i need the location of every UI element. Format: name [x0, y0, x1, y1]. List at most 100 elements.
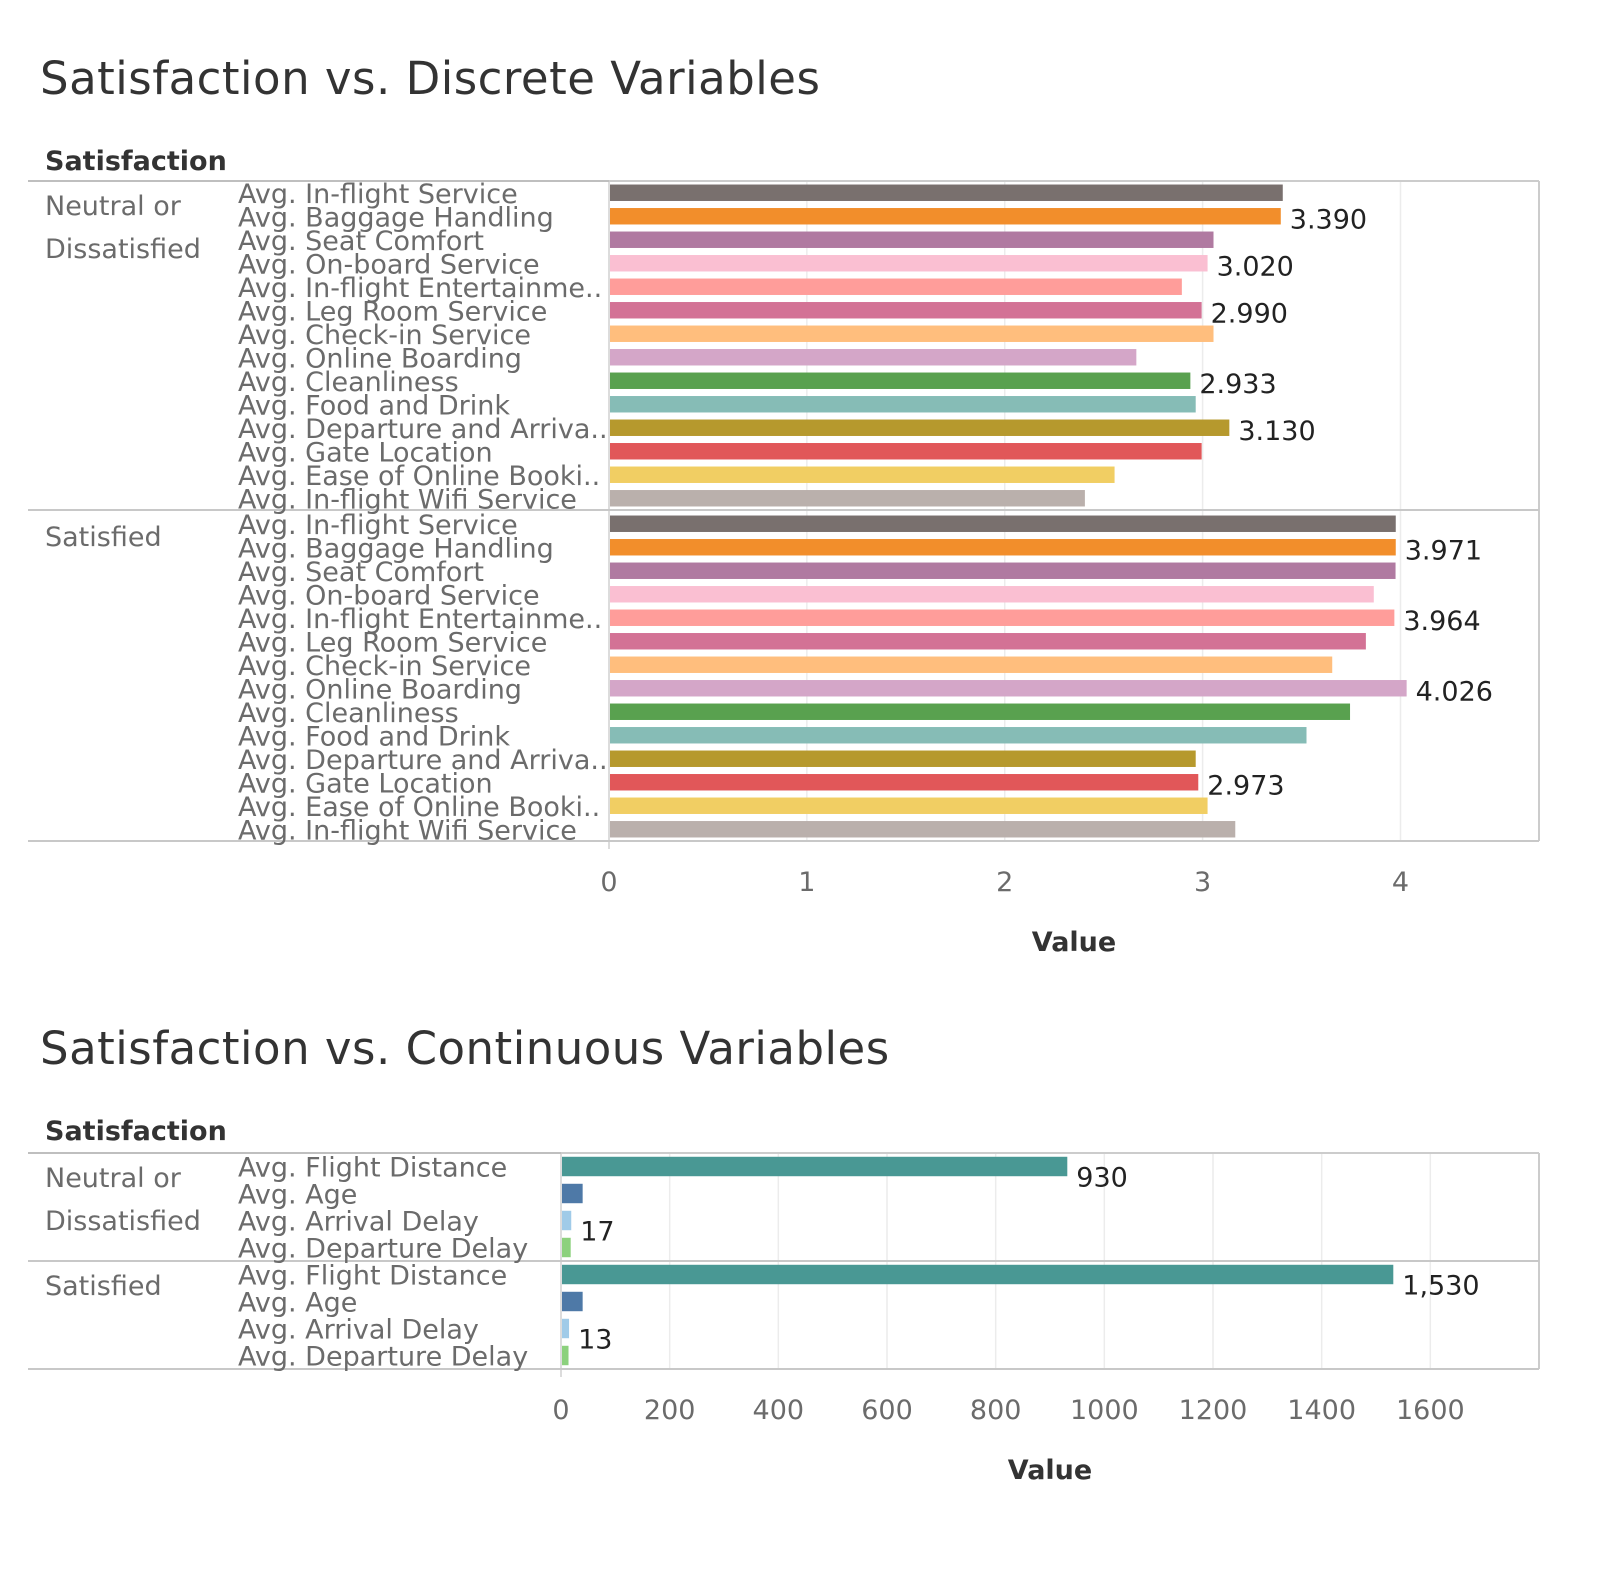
data-label: 3.971 — [1405, 535, 1482, 566]
category-label: Avg. Age — [238, 1180, 357, 1211]
category-label: Avg. On-board Service — [238, 580, 540, 611]
chart-2-title: Satisfaction vs. Continuous Variables — [40, 1022, 890, 1075]
category-label: Avg. Ease of Online Booki.. — [238, 461, 600, 492]
bar — [562, 1183, 583, 1204]
data-label: 4.026 — [1416, 676, 1493, 707]
category-label: Avg. Online Boarding — [238, 343, 522, 374]
data-label: 1,530 — [1402, 1271, 1479, 1302]
tick-label: 0 — [552, 1395, 569, 1426]
bar — [562, 1318, 570, 1339]
category-label: Avg. Flight Distance — [238, 1153, 507, 1184]
category-label: Avg. Food and Drink — [238, 721, 510, 752]
category-label: Avg. Departure and Arriva.. — [238, 414, 608, 445]
tick-label: 0 — [600, 867, 617, 898]
data-label: 930 — [1076, 1163, 1128, 1194]
category-label: Avg. Leg Room Service — [238, 627, 547, 658]
tick-label: 1400 — [1287, 1395, 1356, 1426]
bar — [610, 539, 1396, 556]
bar — [610, 466, 1115, 483]
category-label: Avg. Flight Distance — [238, 1261, 507, 1292]
tick-label: 400 — [753, 1395, 805, 1426]
category-label: Avg. Check-in Service — [238, 651, 531, 682]
bar — [562, 1156, 1068, 1177]
group-label: Neutral or — [45, 1163, 182, 1194]
bar — [610, 727, 1307, 744]
axis-title: Value — [1008, 1455, 1092, 1486]
bar — [610, 656, 1333, 673]
category-label: Avg. On-board Service — [238, 249, 540, 280]
category-label: Avg. In-flight Wifi Service — [238, 815, 577, 846]
category-label: Avg. In-flight Wifi Service — [238, 484, 577, 515]
group-label: Satisfied — [45, 1271, 162, 1302]
category-label: Avg. In-flight Entertainme.. — [238, 273, 602, 304]
tick-label: 800 — [970, 1395, 1022, 1426]
bar — [610, 278, 1182, 295]
chart-1-header: Satisfaction — [45, 146, 227, 177]
category-label: Avg. Seat Comfort — [238, 226, 484, 257]
bar — [610, 774, 1199, 791]
category-label: Avg. Food and Drink — [238, 390, 510, 421]
category-label: Avg. Arrival Delay — [238, 1207, 479, 1238]
category-label: Avg. In-flight Service — [238, 179, 518, 210]
tick-label: 4 — [1392, 867, 1409, 898]
tick-label: 3 — [1194, 867, 1211, 898]
data-label: 3.130 — [1238, 416, 1315, 447]
data-label: 13 — [578, 1325, 612, 1356]
bar — [610, 443, 1202, 460]
bar — [610, 515, 1396, 532]
data-label: 2.990 — [1211, 298, 1288, 329]
category-label: Avg. Gate Location — [238, 437, 493, 468]
category-label: Avg. Departure Delay — [238, 1234, 528, 1265]
bar — [610, 419, 1230, 436]
data-label: 3.390 — [1290, 204, 1367, 235]
category-label: Avg. Cleanliness — [238, 698, 459, 729]
chart-2-header: Satisfaction — [45, 1116, 227, 1147]
category-label: Avg. Baggage Handling — [238, 533, 554, 564]
category-label: Avg. Arrival Delay — [238, 1315, 479, 1346]
category-label: Avg. In-flight Entertainme.. — [238, 604, 602, 635]
bar — [610, 325, 1214, 342]
bar — [562, 1264, 1394, 1285]
group-label: Neutral or — [45, 191, 182, 222]
bar — [562, 1291, 583, 1312]
bar — [610, 208, 1281, 225]
category-label: Avg. Seat Comfort — [238, 557, 484, 588]
bar — [610, 750, 1196, 767]
bar — [610, 797, 1208, 814]
category-label: Avg. Check-in Service — [238, 320, 531, 351]
bar — [610, 302, 1202, 319]
axis-title: Value — [1032, 927, 1116, 958]
category-label: Avg. Departure Delay — [238, 1342, 528, 1373]
bar — [610, 372, 1191, 389]
category-label: Avg. Online Boarding — [238, 674, 522, 705]
tick-label: 1000 — [1070, 1395, 1139, 1426]
bar — [562, 1210, 572, 1231]
category-label: Avg. Baggage Handling — [238, 202, 554, 233]
tick-label: 2 — [996, 867, 1013, 898]
category-label: Avg. Cleanliness — [238, 367, 459, 398]
group-label: Dissatisfied — [45, 234, 201, 265]
tick-label: 600 — [861, 1395, 913, 1426]
bar — [610, 255, 1208, 272]
bar — [610, 821, 1236, 838]
category-label: Avg. In-flight Service — [238, 510, 518, 541]
bar — [610, 609, 1395, 626]
bar — [610, 633, 1366, 650]
bar — [610, 184, 1283, 201]
bar — [562, 1237, 571, 1258]
data-label: 2.973 — [1207, 770, 1284, 801]
discrete-variables-chart: Neutral or Dissatisfied Avg. In-flight Ser… — [28, 179, 1540, 958]
bar — [610, 490, 1085, 507]
category-label: Avg. Departure and Arriva.. — [238, 745, 608, 776]
category-label: Avg. Leg Room Service — [238, 296, 547, 327]
category-label: Avg. Age — [238, 1288, 357, 1319]
data-label: 2.933 — [1199, 369, 1276, 400]
data-label: 17 — [580, 1217, 614, 1248]
bar — [610, 680, 1407, 697]
bar — [610, 396, 1196, 413]
chart-1-title: Satisfaction vs. Discrete Variables — [40, 52, 821, 105]
category-label: Avg. Gate Location — [238, 768, 493, 799]
bar — [610, 231, 1214, 248]
category-label: Avg. Ease of Online Booki.. — [238, 792, 600, 823]
